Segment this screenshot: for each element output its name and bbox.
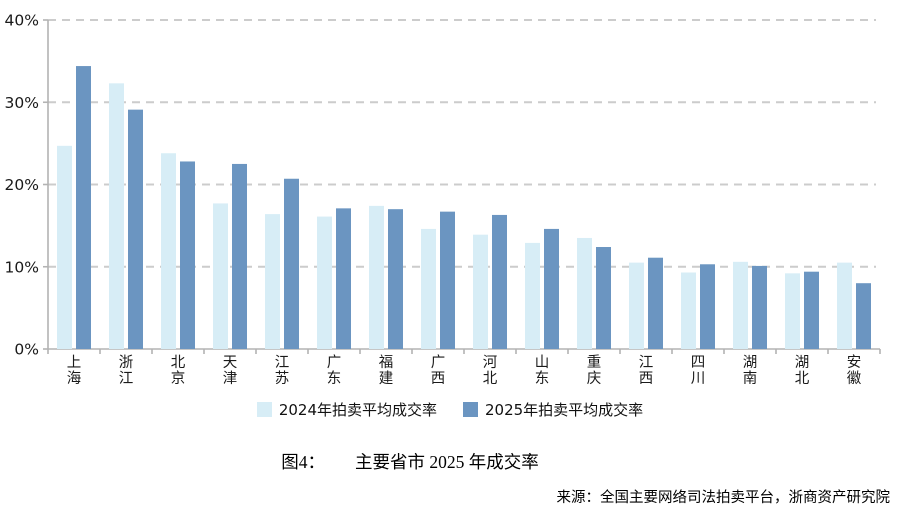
bar-chart: 0% 10% 20% 30% 40% 上海 浙江 北京 天津 江苏 广东 福建 广西 河北 山东 重庆 江西 四川… — [5, 12, 881, 387]
bar-2024-山东 — [525, 242, 540, 349]
x-label-浙江: 浙江 — [119, 354, 134, 387]
legend-item-2025: 2025年拍卖平均成交率 — [463, 399, 643, 420]
bar-2024-四川 — [681, 272, 696, 349]
y-tick-label-30: 30% — [5, 94, 39, 112]
legend-label-2025: 2025年拍卖平均成交率 — [485, 401, 644, 419]
bar-2024-湖南 — [733, 261, 748, 349]
bar-2025-北京 — [180, 161, 195, 349]
bar-2025-江苏 — [284, 178, 299, 349]
bar-2025-天津 — [232, 163, 247, 349]
chart-legend: 2024年拍卖平均成交率 2025年拍卖平均成交率 — [0, 399, 900, 420]
bar-2025-河北 — [492, 214, 507, 349]
source-note: 来源：全国主要网络司法拍卖平台，浙商资产研究院 — [556, 490, 891, 506]
bar-2024-广东 — [317, 216, 332, 349]
bar-2024-江西 — [629, 262, 644, 349]
y-tick-label-10: 10% — [5, 258, 39, 276]
bar-2024-安徽 — [837, 262, 852, 349]
bar-2025-湖北 — [804, 271, 819, 349]
figure-number: 图4： — [281, 452, 325, 472]
x-label-湖南: 湖南 — [743, 354, 758, 387]
x-label-广西: 广西 — [431, 354, 446, 387]
x-label-上海: 上海 — [67, 354, 82, 387]
x-label-福建: 福建 — [379, 354, 394, 387]
x-label-四川: 四川 — [691, 355, 706, 387]
y-tick-label-0: 0% — [14, 341, 39, 359]
bar-2025-四川 — [700, 264, 715, 349]
bar-2025-安徽 — [856, 283, 871, 349]
x-label-山东: 山东 — [535, 354, 550, 387]
bar-2024-天津 — [213, 203, 228, 349]
x-label-重庆: 重庆 — [587, 354, 602, 387]
legend-swatch-2024-icon — [256, 402, 272, 417]
bar-2024-江苏 — [265, 214, 280, 349]
x-label-江苏: 江苏 — [275, 354, 290, 387]
bar-2025-广西 — [440, 211, 455, 349]
bar-2025-湖南 — [752, 265, 767, 349]
legend-swatch-2025-icon — [463, 402, 478, 417]
y-tick-label-20: 20% — [5, 176, 39, 194]
legend-label-2024: 2024年拍卖平均成交率 — [278, 401, 437, 419]
bar-2025-广东 — [336, 208, 351, 349]
bar-2025-江西 — [648, 257, 663, 349]
bar-2024-湖北 — [785, 273, 800, 349]
bar-2025-上海 — [76, 66, 91, 349]
x-label-湖北: 湖北 — [795, 354, 810, 387]
x-label-广东: 广东 — [327, 354, 342, 387]
x-label-北京: 北京 — [171, 354, 186, 387]
bar-2024-浙江 — [109, 83, 124, 350]
figure-title: 主要省市 2025 年成交率 — [355, 452, 539, 472]
x-label-安徽: 安徽 — [847, 354, 862, 387]
bar-2025-重庆 — [596, 247, 611, 349]
bar-2024-河北 — [473, 234, 488, 349]
x-label-天津: 天津 — [223, 355, 238, 387]
bar-2025-浙江 — [128, 109, 143, 349]
figure-caption: 图4： 主要省市 2025 年成交率 — [0, 449, 900, 474]
x-label-江西: 江西 — [639, 354, 654, 387]
bar-2024-福建 — [369, 205, 384, 349]
y-tick-label-40: 40% — [5, 12, 39, 30]
bar-2024-北京 — [161, 153, 176, 349]
bar-2025-福建 — [388, 209, 403, 349]
bar-2024-上海 — [57, 145, 72, 349]
bar-2024-重庆 — [577, 237, 592, 349]
bar-2024-广西 — [421, 228, 436, 349]
x-label-河北: 河北 — [483, 354, 498, 387]
legend-item-2024: 2024年拍卖平均成交率 — [256, 399, 437, 420]
bar-2025-山东 — [544, 228, 559, 349]
